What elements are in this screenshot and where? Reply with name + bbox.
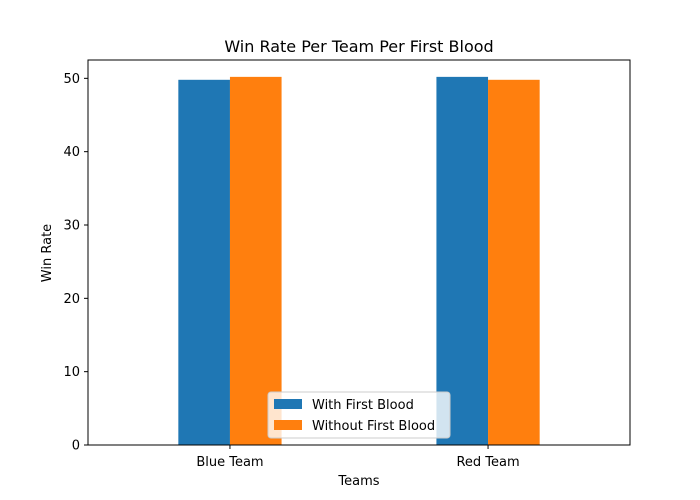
- x-tick-label: Blue Team: [196, 455, 263, 470]
- legend-swatch: [274, 420, 302, 430]
- y-tick-label: 10: [63, 365, 80, 380]
- y-tick-label: 40: [63, 145, 80, 160]
- x-axis-label: Teams: [337, 474, 379, 489]
- legend-box: [267, 391, 451, 439]
- bar-1-2: [436, 76, 489, 445]
- y-tick-label: 30: [63, 219, 80, 234]
- y-tick-label: 20: [63, 292, 80, 307]
- bar-1-1: [178, 79, 230, 446]
- y-axis-label: Win Rate: [40, 224, 55, 282]
- bars-group: [178, 76, 540, 446]
- chart-title: Win Rate Per Team Per First Blood: [224, 37, 493, 56]
- legend-swatch: [274, 399, 302, 409]
- plot-frame: [87, 59, 631, 446]
- legend-label: Without First Blood: [312, 419, 435, 434]
- y-tick-label: 50: [63, 72, 80, 87]
- y-tick-label: 0: [72, 439, 80, 454]
- legend: With First Blood Without First Blood: [267, 391, 451, 439]
- x-axis: Blue Team Red Team: [196, 445, 520, 470]
- legend-label: With First Blood: [312, 398, 414, 413]
- bar-2-1: [229, 76, 282, 445]
- x-tick-label: Red Team: [456, 455, 519, 470]
- y-axis: 0 10 20 30 40 50: [63, 72, 88, 454]
- bar-2-2: [488, 79, 540, 446]
